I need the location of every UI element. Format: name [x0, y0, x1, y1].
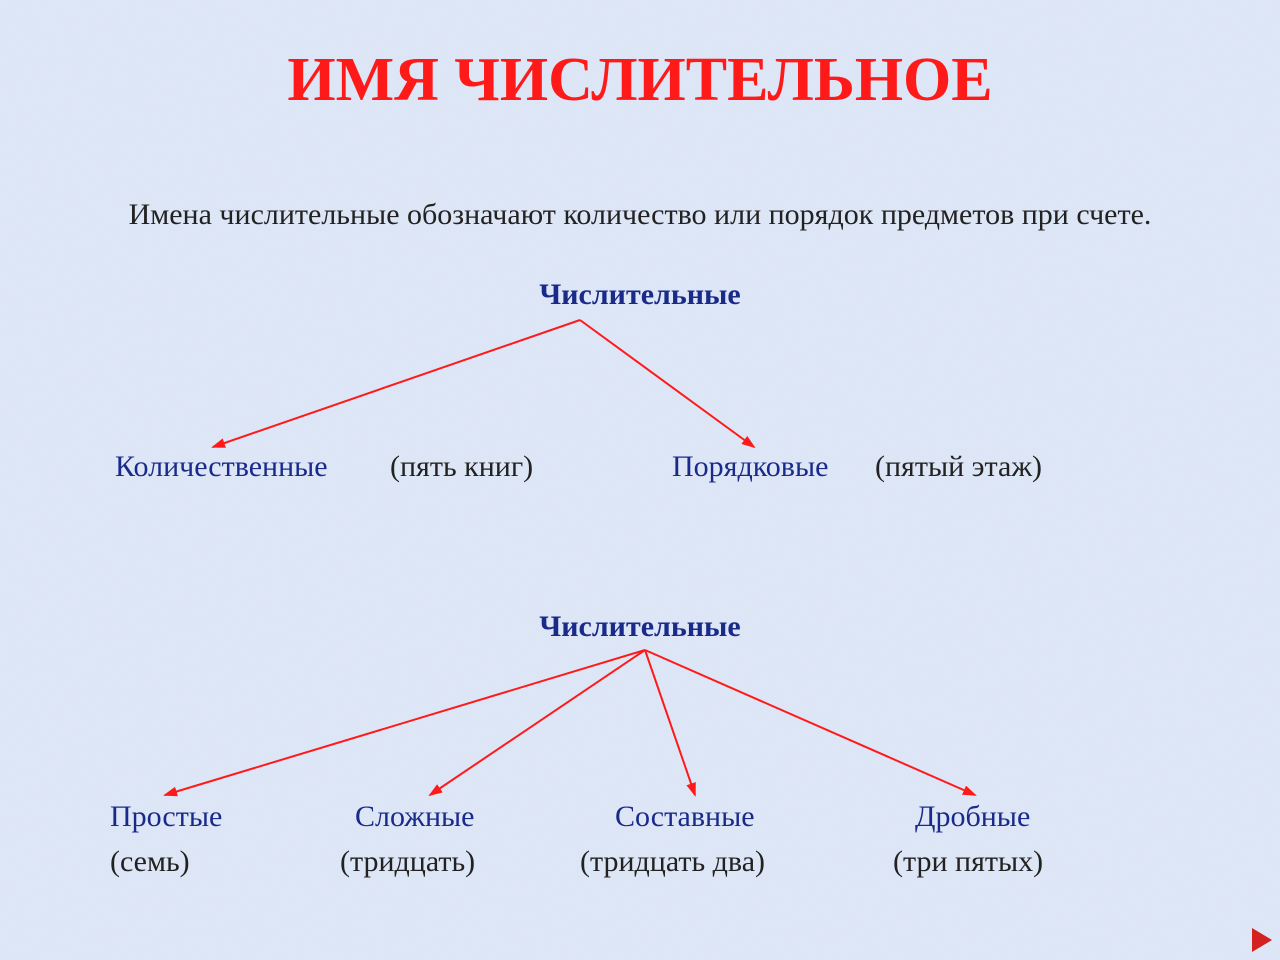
slide-content: ИМЯ ЧИСЛИТЕЛЬНОЕ Имена числительные обоз…: [0, 0, 1280, 960]
tree2-node-label: Дробные: [915, 800, 1030, 834]
tree2-node-label: Составные: [615, 800, 755, 834]
tree1-node-label: Порядковые: [672, 450, 828, 484]
tree1-node-example: (пять книг): [390, 450, 533, 484]
tree1-node-label: Количественные: [115, 450, 328, 484]
tree2-node-label: Сложные: [355, 800, 475, 834]
tree2-node-example: (три пятых): [893, 845, 1043, 879]
next-slide-icon[interactable]: [1252, 928, 1272, 952]
tree2-node-example: (семь): [110, 845, 190, 879]
slide-title: ИМЯ ЧИСЛИТЕЛЬНОЕ: [0, 45, 1280, 116]
tree2-heading: Числительные: [0, 610, 1280, 644]
slide-description: Имена числительные обозначают количество…: [0, 195, 1280, 236]
tree2-node-example: (тридцать): [340, 845, 475, 879]
tree2-node-example: (тридцать два): [580, 845, 765, 879]
tree2-node-label: Простые: [110, 800, 222, 834]
tree1-node-example: (пятый этаж): [875, 450, 1042, 484]
tree1-heading: Числительные: [0, 278, 1280, 312]
